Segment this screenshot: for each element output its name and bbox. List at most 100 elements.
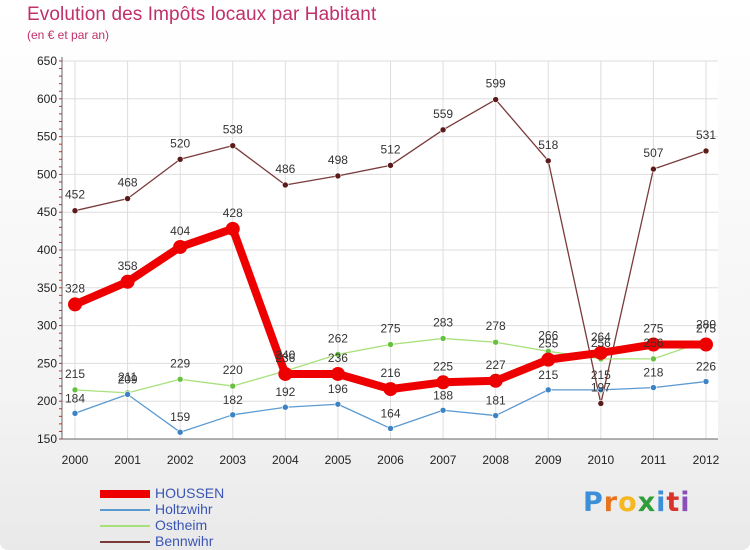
data-point-holtzwihr	[282, 403, 289, 411]
logo-letter: r	[603, 487, 619, 518]
data-point-bennwihr	[334, 172, 342, 180]
data-point-ostheim	[439, 335, 447, 342]
data-point-houssen	[120, 274, 135, 289]
data-point-bennwihr	[229, 142, 237, 149]
data-label-houssen: 236	[275, 351, 295, 365]
data-label-holtzwihr: 164	[380, 406, 400, 420]
logo-letter: P	[583, 487, 604, 518]
data-label-ostheim: 229	[170, 356, 190, 370]
data-point-ostheim	[650, 355, 657, 363]
data-point-holtzwihr	[387, 425, 394, 432]
data-point-bennwihr	[124, 195, 131, 202]
data-label-holtzwihr: 226	[696, 360, 716, 374]
data-point-bennwihr	[282, 181, 289, 189]
data-label-ostheim: 211	[118, 370, 137, 384]
x-tick-label: 2002	[167, 453, 194, 467]
data-point-ostheim	[176, 375, 184, 383]
data-label-bennwihr: 452	[65, 188, 85, 202]
data-point-bennwihr	[439, 126, 447, 134]
data-label-holtzwihr: 182	[223, 393, 243, 407]
data-label-houssen: 255	[538, 337, 558, 351]
data-label-holtzwihr: 159	[170, 410, 190, 424]
x-tick-label: 2004	[272, 453, 299, 467]
y-tick-label: 600	[37, 92, 57, 106]
data-label-ostheim: 215	[65, 367, 85, 381]
chart-title: Evolution des Impôts locaux par Habitant	[27, 4, 377, 25]
legend-item-ostheim: Ostheim	[100, 517, 320, 534]
data-label-ostheim: 283	[433, 315, 453, 329]
data-label-bennwihr: 559	[433, 107, 453, 121]
data-point-ostheim	[387, 341, 394, 348]
data-label-ostheim: 256	[591, 336, 611, 350]
legend-swatch	[100, 490, 150, 498]
data-label-ostheim: 266	[538, 328, 558, 342]
legend-item-holtzwihr: Holtzwihr	[100, 501, 320, 518]
x-tick-label: 2012	[693, 453, 720, 467]
x-tick-label: 2006	[377, 453, 404, 467]
data-label-ostheim: 280	[696, 318, 716, 332]
legend-label: HOUSSEN	[155, 485, 225, 501]
data-label-houssen: 358	[118, 259, 138, 273]
logo-letter: i	[680, 487, 691, 518]
data-label-holtzwihr: 215	[591, 368, 611, 382]
data-label-holtzwihr: 218	[643, 366, 663, 380]
data-label-bennwihr: 498	[328, 153, 348, 167]
data-label-houssen: 428	[223, 206, 243, 220]
data-label-bennwihr: 512	[380, 142, 400, 156]
data-point-holtzwihr	[229, 411, 237, 419]
data-label-bennwihr: 599	[486, 77, 506, 91]
x-tick-label: 2000	[62, 453, 89, 467]
data-label-houssen: 275	[696, 322, 716, 336]
data-label-houssen: 236	[328, 351, 348, 365]
y-tick-label: 200	[37, 394, 57, 408]
data-label-houssen: 264	[591, 330, 611, 344]
data-label-ostheim: 220	[223, 363, 243, 377]
data-point-holtzwihr	[124, 391, 131, 398]
data-point-houssen	[173, 239, 188, 254]
legend-item-bennwihr: Bennwihr	[100, 533, 320, 550]
data-point-houssen	[699, 337, 713, 352]
data-point-houssen	[436, 375, 451, 390]
y-tick-label: 250	[37, 356, 57, 370]
data-label-ostheim: 256	[643, 336, 663, 350]
data-point-houssen	[278, 366, 293, 381]
data-point-houssen	[541, 352, 556, 367]
data-point-houssen	[68, 297, 82, 312]
data-label-bennwihr: 518	[538, 138, 558, 152]
data-label-holtzwihr: 192	[275, 385, 295, 399]
legend: HOUSSEN Holtzwihr Ostheim Bennwihr	[100, 485, 320, 550]
data-label-ostheim: 275	[380, 322, 400, 336]
x-tick-label: 2011	[641, 453, 667, 467]
data-point-bennwihr	[71, 207, 79, 214]
data-point-houssen	[383, 382, 398, 397]
legend-swatch	[100, 509, 150, 511]
data-point-houssen	[330, 366, 345, 381]
data-label-houssen: 404	[170, 224, 190, 238]
data-label-holtzwihr: 181	[486, 394, 506, 408]
legend-label: Bennwihr	[155, 533, 214, 549]
x-tick-label: 2007	[430, 453, 457, 467]
logo-letter: t	[666, 487, 681, 518]
data-point-bennwihr	[176, 155, 184, 163]
data-label-holtzwihr: 184	[65, 391, 85, 405]
y-tick-label: 550	[37, 130, 57, 144]
data-point-holtzwihr	[176, 428, 184, 436]
x-tick-label: 2008	[482, 453, 509, 467]
data-label-houssen: 227	[486, 358, 506, 372]
data-label-houssen: 225	[433, 359, 453, 373]
x-tick-label: 2003	[219, 453, 246, 467]
x-tick-label: 2009	[535, 453, 562, 467]
data-point-houssen	[225, 221, 240, 236]
data-label-holtzwihr: 188	[433, 388, 453, 402]
data-point-houssen	[593, 345, 608, 360]
y-tick-label: 150	[37, 432, 57, 446]
data-label-bennwihr: 507	[643, 146, 663, 160]
data-label-bennwihr: 468	[118, 176, 138, 190]
data-label-bennwihr: 531	[696, 128, 716, 142]
data-point-holtzwihr	[544, 386, 552, 394]
data-point-bennwihr	[702, 147, 710, 155]
data-point-ostheim	[492, 338, 499, 346]
data-point-holtzwihr	[702, 378, 710, 385]
data-point-holtzwihr	[597, 386, 605, 394]
